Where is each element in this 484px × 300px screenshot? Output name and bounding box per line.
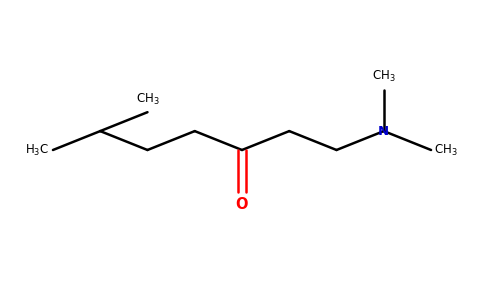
Text: N: N [378,124,389,138]
Text: $\mathsf{H_3C}$: $\mathsf{H_3C}$ [25,142,49,158]
Text: $\mathsf{CH_3}$: $\mathsf{CH_3}$ [136,92,159,107]
Text: $\mathsf{CH_3}$: $\mathsf{CH_3}$ [372,69,395,84]
Text: O: O [236,197,248,212]
Text: $\mathsf{CH_3}$: $\mathsf{CH_3}$ [435,142,458,158]
